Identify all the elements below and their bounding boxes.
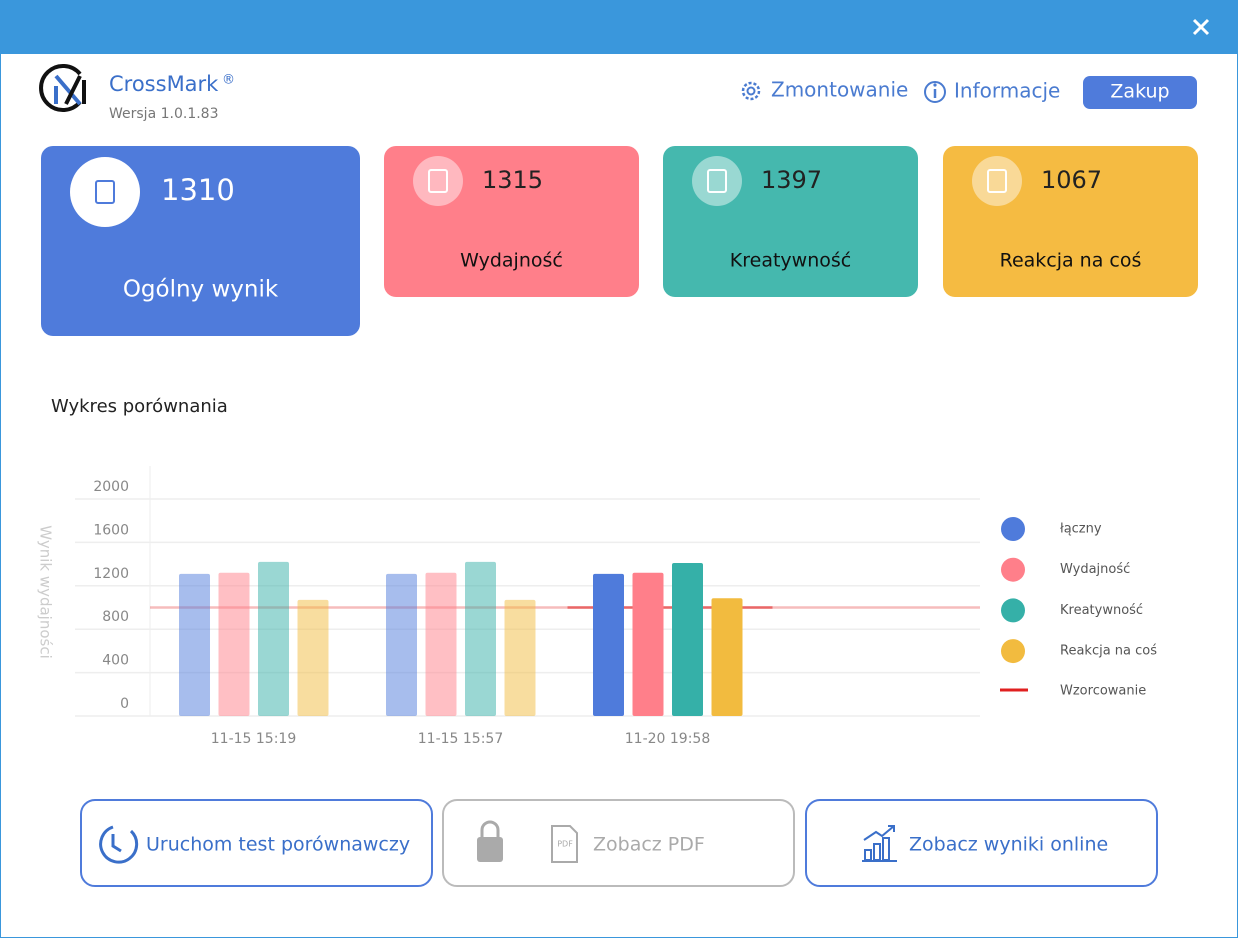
card-icon-bg	[692, 156, 742, 206]
pdf-button[interactable]: PDF Zobacz PDF	[442, 799, 795, 887]
bar	[711, 598, 743, 716]
legend-label: Kreatywność	[1060, 603, 1143, 618]
pdf-icon-text: PDF	[557, 840, 573, 849]
buy-text: Zakup	[1110, 81, 1169, 103]
lock-shackle	[480, 820, 500, 838]
bar	[593, 573, 624, 716]
card-icon-bg	[413, 156, 463, 206]
x-tick-label: 11-15 15:19	[211, 731, 296, 747]
y-tick-label: 400	[102, 653, 129, 669]
card-icon	[428, 169, 448, 193]
chart-title: Wykres porównania	[51, 396, 228, 417]
x-tick-label: 11-20 19:58	[625, 731, 710, 747]
bar	[297, 599, 329, 716]
gear-icon	[741, 81, 761, 101]
legend-label: Wydajność	[1060, 562, 1130, 577]
score-label: Reakcja na coś	[1000, 250, 1142, 272]
y-tick-label: 800	[102, 609, 129, 625]
pdf-text: Zobacz PDF	[593, 834, 705, 856]
bar	[179, 573, 210, 716]
card-icon	[95, 180, 115, 204]
lock-body	[477, 837, 503, 862]
buy-bg	[1083, 76, 1197, 109]
clock-icon	[99, 825, 139, 864]
online-bg	[805, 799, 1158, 887]
bar	[218, 572, 250, 716]
legend-swatch	[1001, 598, 1025, 623]
y-axis-label: Wynik wydajności	[37, 525, 55, 659]
trademark: ®	[222, 73, 235, 88]
bar	[425, 572, 457, 716]
version: Wersja 1.0.1.83	[109, 106, 219, 122]
score-value: 1315	[482, 166, 543, 194]
pdf-doc-icon	[551, 825, 578, 863]
run-bg	[80, 799, 433, 887]
bar	[258, 561, 289, 716]
legend-label: łączny	[1060, 522, 1102, 537]
legend-swatch	[1001, 557, 1025, 582]
card-icon-bg	[972, 156, 1022, 206]
y-tick-label: 2000	[93, 479, 129, 495]
legend-swatch	[1001, 517, 1025, 541]
score-cards: 1310 Ogólny wynik 1315 Wydajność 1397 Kreatyw…	[41, 146, 1198, 336]
bar	[465, 561, 496, 716]
title-bar	[0, 0, 1238, 54]
info-icon-dot	[933, 83, 937, 87]
gear-hub	[746, 86, 756, 96]
clock-hands	[111, 834, 122, 853]
bar	[386, 573, 417, 716]
legend-label: Wzorcowanie	[1060, 684, 1146, 699]
score-label: Wydajność	[460, 250, 563, 272]
pdf-bg	[442, 799, 795, 887]
card-icon	[987, 169, 1007, 193]
y-tick-label: 0	[120, 696, 129, 712]
legend-swatch	[1001, 639, 1025, 664]
score-value: 1067	[1041, 166, 1102, 194]
bar	[672, 563, 703, 716]
bar	[632, 572, 664, 716]
growth-icon	[862, 825, 897, 862]
x-tick-label: 11-15 15:57	[418, 731, 503, 747]
run-text: Uruchom test porównawczy	[146, 834, 410, 856]
info-text: Informacje	[954, 79, 1060, 103]
close-button[interactable]	[1192, 18, 1210, 36]
online-text: Zobacz wyniki online	[909, 834, 1108, 856]
y-tick-label: 1600	[93, 522, 129, 538]
online-button[interactable]: Zobacz wyniki online	[805, 799, 1158, 887]
card-icon-bg	[70, 157, 140, 227]
logo	[39, 64, 86, 112]
buy-button[interactable]: Zakup	[1083, 76, 1197, 109]
score-label: Ogólny wynik	[123, 277, 279, 303]
legend-label: Reakcja na coś	[1060, 644, 1157, 659]
info-link[interactable]: Informacje	[924, 79, 1060, 103]
score-value: 1310	[161, 173, 235, 207]
score-value: 1397	[761, 166, 822, 194]
bar	[504, 599, 536, 716]
settings-link[interactable]: Zmontowanie	[741, 78, 908, 102]
score-label: Kreatywność	[730, 250, 851, 272]
card-icon	[707, 169, 727, 193]
run-button[interactable]: Uruchom test porównawczy	[80, 799, 433, 887]
app-name: CrossMark	[109, 72, 219, 96]
info-icon	[924, 81, 946, 103]
comparison-chart: Wykres porównania Wynik wydajności 0 400 800…	[37, 396, 1158, 747]
settings-text: Zmontowanie	[771, 78, 908, 102]
y-tick-label: 1200	[93, 566, 129, 582]
